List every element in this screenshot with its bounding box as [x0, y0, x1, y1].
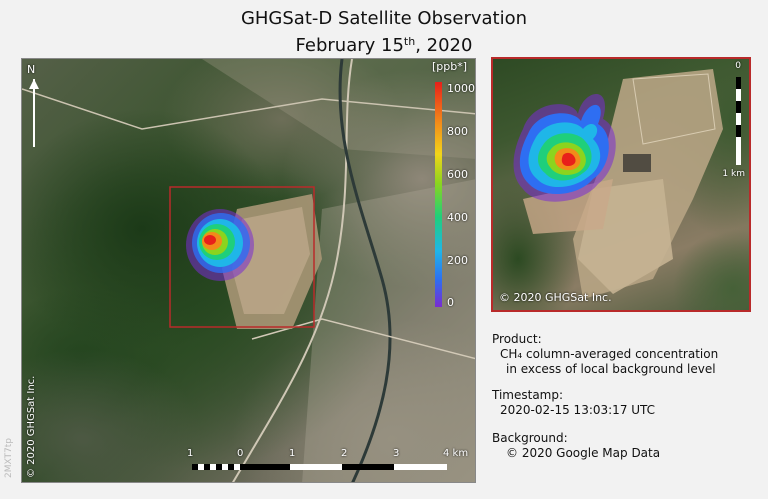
title-date-prefix: February 15 [295, 35, 404, 56]
background-heading: Background: [492, 431, 568, 445]
river [338, 59, 392, 482]
inset-scale-bar [736, 77, 741, 165]
title-date-suffix: , 2020 [415, 35, 473, 56]
colorbar-tick: 600 [447, 168, 468, 181]
methane-plume [186, 209, 254, 281]
scale-label: 1 [289, 448, 296, 459]
inset-map-overlay [513, 69, 741, 299]
scale-label: 1 [187, 448, 194, 459]
landfill-cell [632, 73, 716, 145]
colorbar-tick: 400 [447, 211, 468, 224]
background-section: Background: © 2020 Google Map Data [492, 431, 660, 461]
colorbar-tick: 800 [447, 125, 468, 138]
inset-scale-label-top: 0 [735, 61, 741, 71]
title-date-superscript: th [403, 35, 416, 48]
main-map-overlay [22, 59, 475, 482]
colorbar-tick: 1000 [447, 82, 475, 95]
scale-label: 3 [393, 448, 400, 459]
scale-label: 0 [237, 448, 244, 459]
scale-label: 4 km [443, 448, 469, 459]
title-line-2: February 15th, 2020 [0, 30, 768, 57]
inset-outline [169, 186, 315, 328]
main-copyright: © 2020 GHGSat Inc. [26, 375, 37, 478]
north-label: N [27, 63, 36, 76]
highway-road [232, 59, 353, 482]
product-line-2: in excess of local background level [506, 362, 716, 376]
north-arrowhead-icon [29, 79, 39, 89]
title-line-1: GHGSat-D Satellite Observation [240, 8, 528, 29]
colorbar-unit: [ppb*] [432, 60, 468, 73]
product-heading: Product: [492, 332, 542, 346]
background-value: © 2020 Google Map Data [506, 446, 661, 460]
colorbar-tick: 0 [447, 296, 454, 309]
colorbar [435, 82, 442, 307]
scale-bar [192, 464, 447, 470]
watermark: 2MXT7tp [4, 438, 14, 478]
inset-map[interactable]: 0 1 km © 2020 GHGSat Inc. [491, 57, 751, 312]
inset-copyright: © 2020 GHGSat Inc. [499, 291, 612, 304]
road [251, 318, 475, 360]
timestamp-value: 2020-02-15 13:03:17 UTC [500, 403, 656, 417]
facility-building [623, 154, 651, 172]
road [22, 88, 475, 130]
methane-plume [513, 94, 616, 202]
product-line-1: CH₄ column-averaged concentration [500, 347, 719, 361]
scale-label: 2 [341, 448, 348, 459]
inset-scale-label-bottom: 1 km [722, 169, 745, 179]
main-map[interactable] [21, 58, 476, 483]
product-section: Product: CH₄ column-averaged concentrati… [492, 332, 718, 377]
colorbar-tick: 200 [447, 254, 468, 267]
timestamp-heading: Timestamp: [492, 388, 564, 402]
bare-ground [523, 179, 613, 234]
timestamp-section: Timestamp: 2020-02-15 13:03:17 UTC [492, 388, 655, 418]
